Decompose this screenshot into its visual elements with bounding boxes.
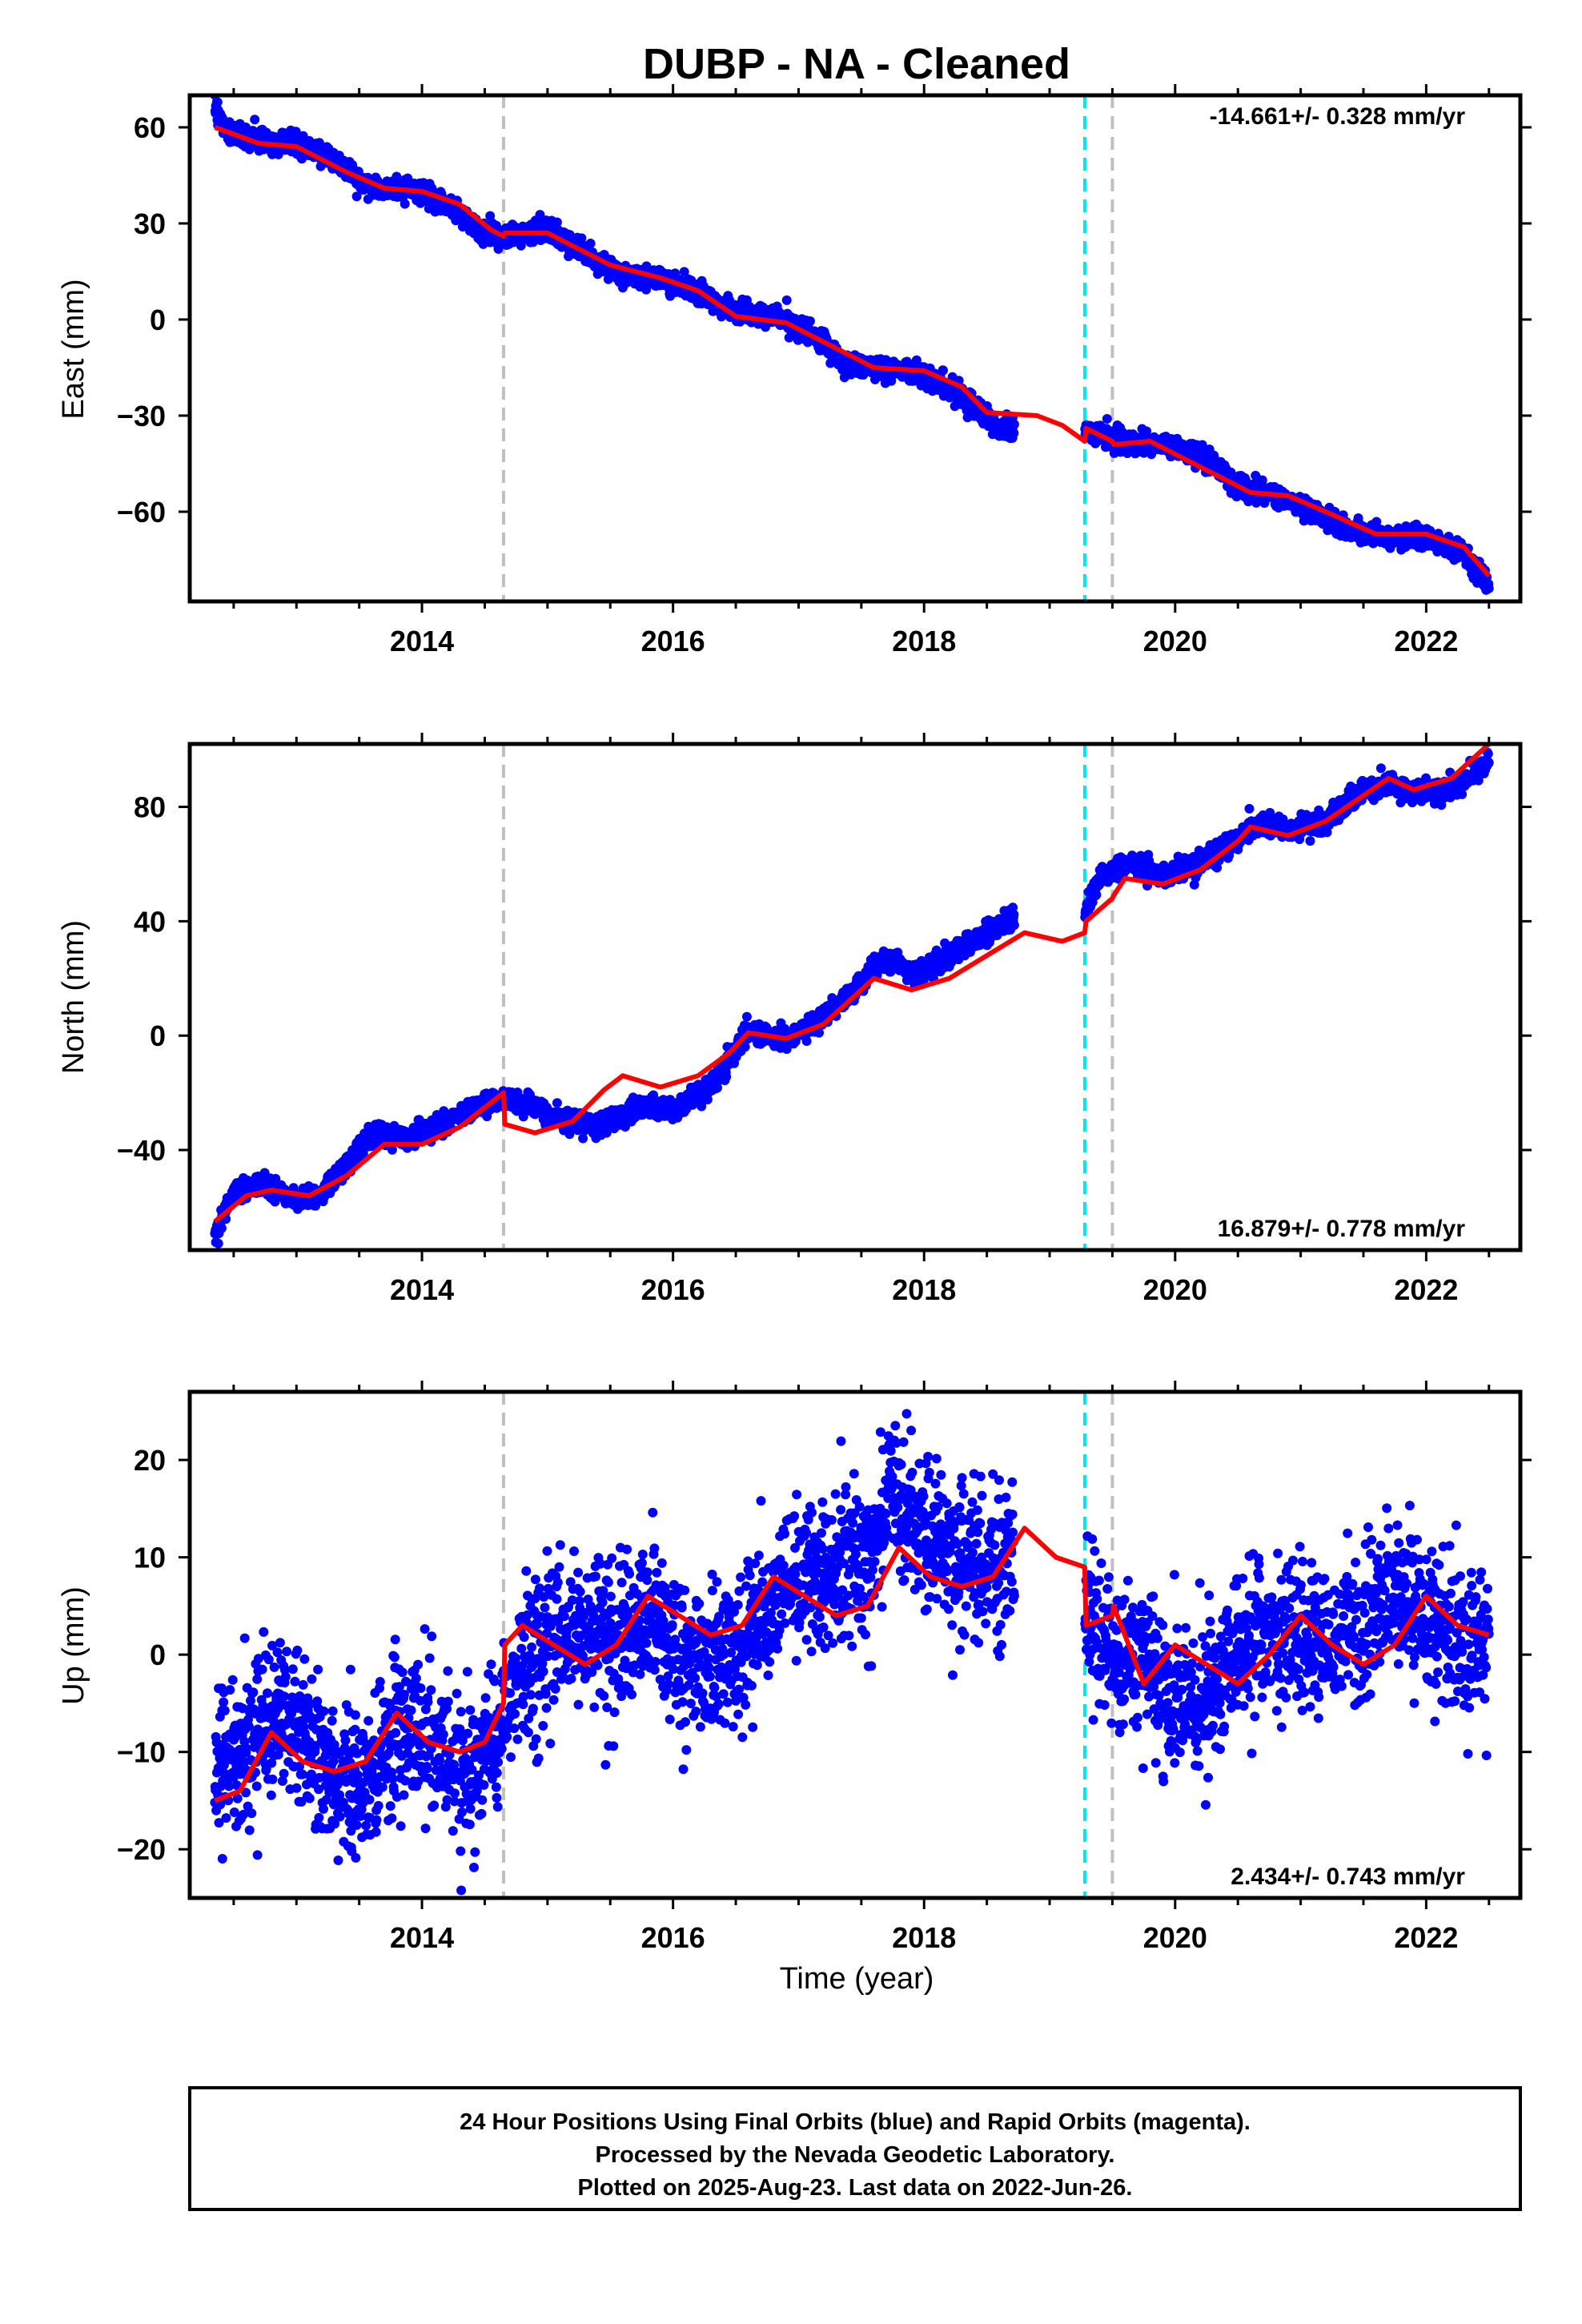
east-data-point <box>212 97 223 107</box>
east-model-fit-line <box>214 125 1492 577</box>
east-x-tick-label: 2018 <box>892 625 956 657</box>
north-data-point <box>721 1072 732 1082</box>
north-data-points <box>210 747 1494 1248</box>
east-data-point <box>576 233 587 243</box>
east-y-axis-label: East (mm) <box>57 279 90 419</box>
north-data-point <box>216 1223 227 1233</box>
figure-title: DUBP - NA - Cleaned <box>643 40 1070 88</box>
east-y-tick-label: −30 <box>117 400 166 432</box>
east-data-point <box>938 365 948 376</box>
east-data-point <box>1009 428 1019 438</box>
east-y-tick-label: −60 <box>117 496 166 529</box>
east-y-tick-label: 0 <box>150 304 166 336</box>
north-data-point <box>552 1098 562 1108</box>
east-data-point <box>535 210 545 220</box>
east-data-point <box>400 199 410 209</box>
east-y-tick-label: 30 <box>134 207 166 240</box>
east-data-point <box>516 240 526 251</box>
east-data-point <box>1371 517 1382 527</box>
east-data-point <box>552 217 562 227</box>
north-data-point <box>578 1133 588 1144</box>
north-data-point <box>740 1042 750 1052</box>
north-data-point <box>213 1238 223 1248</box>
east-data-point <box>485 211 496 221</box>
east-data-point <box>805 316 815 326</box>
north-data-point <box>741 1011 752 1022</box>
east-data-point <box>679 267 689 277</box>
east-plot-frame <box>187 93 1523 604</box>
east-data-point <box>585 239 596 248</box>
east-data-point <box>1102 414 1112 424</box>
east-y-tick-label: 60 <box>134 111 166 144</box>
east-data-point <box>1142 426 1152 436</box>
east-data-point <box>1484 583 1494 593</box>
north-data-point <box>387 1144 397 1155</box>
east-panel: 2014 2016 2018 2020 2022 60 30 0 −30 −60 East (mm)… <box>57 84 1532 657</box>
east-x-tick-label: 2022 <box>1394 625 1458 657</box>
east-data-point <box>911 355 921 365</box>
east-data-point <box>351 191 362 202</box>
east-x-tick-label: 2014 <box>390 625 454 657</box>
east-rate-label: -14.661+/- 0.328 mm/yr <box>1210 103 1466 130</box>
east-data-point <box>1009 419 1019 429</box>
east-x-tick-label: 2020 <box>1143 625 1207 657</box>
north-data-point <box>702 1095 713 1104</box>
east-data-point <box>781 295 792 305</box>
east-data-point <box>250 115 260 125</box>
east-x-tick-label: 2016 <box>641 625 705 657</box>
east-data-point <box>291 127 301 137</box>
east-data-point <box>1257 475 1267 485</box>
